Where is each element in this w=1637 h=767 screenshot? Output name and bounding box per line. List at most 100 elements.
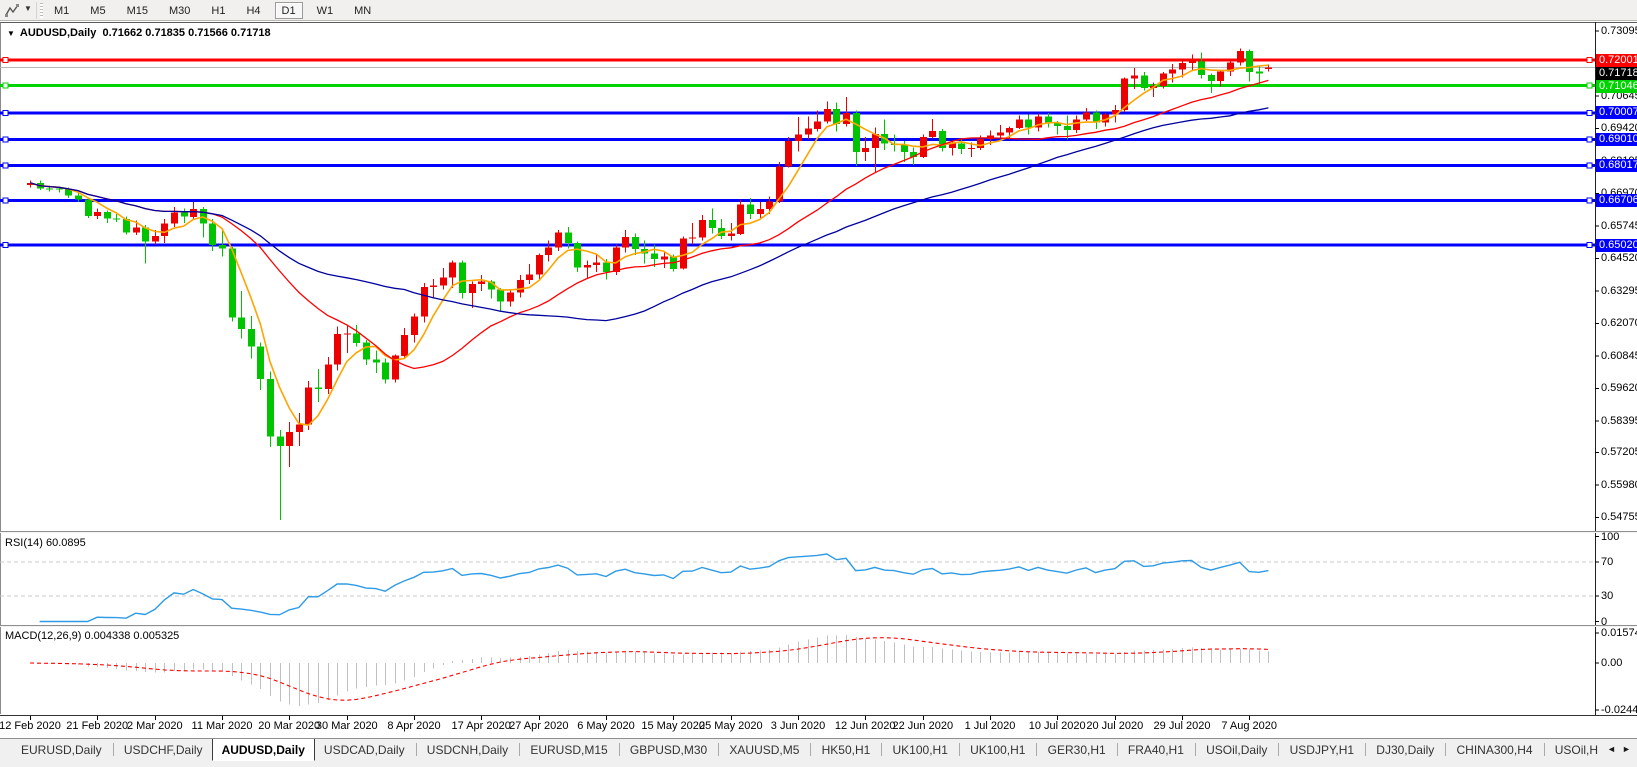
rsi-tick-label: 30 [1601,590,1614,602]
price-tick-label: 0.69420 [1601,122,1637,135]
price-line-badge-0.71046: 0.71046 [1596,79,1637,93]
chart-tab-usdcad-daily[interactable]: USDCAD,Daily [323,743,405,757]
date-tick-label: 27 Apr 2020 [509,720,569,732]
rsi-value: 60.0895 [45,537,86,549]
date-tick-label: 2 Mar 2020 [126,720,183,732]
price-tick-label: 0.57205 [1601,446,1637,459]
price-line-badge-0.65020: 0.65020 [1596,238,1637,252]
timeframe-button-w1[interactable]: W1 [316,4,334,17]
rsi-indicator-label: RSI(14) 60.0895 [5,537,86,549]
price-line-badge-0.66706: 0.66706 [1596,193,1637,207]
chart-ohlc: 0.71662 0.71835 0.71566 0.71718 [102,27,271,39]
date-axis[interactable] [0,715,1637,737]
symbol-tab-bar: EURUSD,Daily USDCHF,Daily AUDUSD,Daily USDC… [0,738,1637,767]
date-tick-label: 25 May 2020 [698,720,763,732]
macd-tick-label: 0.00 [1601,657,1623,669]
price-line-badge-0.70007: 0.70007 [1596,106,1637,120]
date-tick-label: 15 May 2020 [641,720,705,732]
date-tick-label: 20 Jul 2020 [1086,720,1144,732]
chart-tab-usdjpy-h1[interactable]: USDJPY,H1 [1289,743,1355,757]
timeframe-button-m1[interactable]: M1 [54,4,70,17]
macd-name: MACD(12,26,9) [5,630,82,642]
axis-border [1595,22,1596,715]
tab-scroll-left-icon[interactable]: ◄ [1607,744,1616,754]
macd-panel[interactable] [0,627,1637,714]
chart-tool-icon[interactable] [3,2,21,19]
main-chart-panel[interactable] [0,22,1637,531]
timeframe-button-mn[interactable]: MN [354,4,372,17]
chart-tab-eurusd-m15[interactable]: EURUSD,M15 [530,743,608,757]
timeframe-button-h4[interactable]: H4 [246,4,261,17]
timeframe-button-m15[interactable]: M15 [126,4,148,17]
chart-tab-usoil-daily[interactable]: USOil,Daily [1206,743,1268,757]
timeframe-button-m5[interactable]: M5 [90,4,106,17]
price-line-badge-0.68017: 0.68017 [1596,159,1637,173]
price-tick-label: 0.55980 [1601,478,1637,491]
date-tick-label: 21 Feb 2020 [66,720,129,732]
panel-splitter[interactable] [0,625,1637,627]
macd-indicator-label: MACD(12,26,9) 0.004338 0.005325 [5,630,179,642]
chart-tab-gbpusd-m30[interactable]: GBPUSD,M30 [629,743,708,757]
toolbar-dropdown-caret-icon[interactable]: ▼ [24,4,32,13]
chart-tab-eurusd-daily[interactable]: EURUSD,Daily [21,743,102,757]
chart-tab-uk100-h1[interactable]: UK100,H1 [892,743,948,757]
chart-dropdown-icon[interactable]: ▼ [7,29,15,38]
price-line-badge-0.72001: 0.72001 [1596,53,1637,67]
panel-splitter[interactable] [0,531,1637,533]
price-tick-label: 0.70645 [1601,89,1637,102]
chart-title: AUDUSD,Daily [19,27,97,39]
price-tick-label: 0.60845 [1601,349,1637,362]
macd-tick-label: 0.015741 [1601,626,1637,639]
chart-tab-china300-h4[interactable]: CHINA300,H4 [1456,743,1533,757]
date-tick-label: 1 Jul 2020 [964,720,1016,732]
date-tick-label: 3 Jun 2020 [770,720,826,732]
rsi-name: RSI(14) [5,537,43,549]
toolbar-separator [36,2,37,19]
chart-tab-usoil-h[interactable]: USOil,H [1554,743,1599,757]
timeframe-buttons: M1 M5 M15 M30 H1 H4 D1 W1 MN [47,1,385,20]
price-tick-label: 0.73095 [1601,25,1637,37]
date-tick-label: 11 Mar 2020 [191,720,253,732]
rsi-tick-label: 70 [1601,556,1614,568]
current-price-badge: 0.71718 [1596,66,1637,80]
date-tick-label: 7 Aug 2020 [1221,720,1278,732]
symbol-tabs: EURUSD,Daily USDCHF,Daily AUDUSD,Daily USDC… [12,739,1607,761]
price-tick-label: 0.54755 [1601,511,1637,524]
chart-tab-uk100-h1[interactable]: UK100,H1 [970,743,1026,757]
chart-header: ▼ AUDUSD,Daily 0.71662 0.71835 0.71566 0.… [7,27,271,39]
timeframes-toolbar: ▼ M1 M5 M15 M30 H1 H4 D1 W1 MN [0,0,1637,21]
date-tick-label: 12 Feb 2020 [0,720,61,732]
macd-tick-label: -0.02441 [1601,703,1637,716]
chart-tab-ger30-h1[interactable]: GER30,H1 [1047,743,1106,757]
date-tick-label: 6 May 2020 [577,720,635,732]
date-tick-label: 20 Mar 2020 [258,720,321,732]
price-line-badge-0.69010: 0.69010 [1596,132,1637,146]
date-tick-label: 17 Apr 2020 [451,720,511,732]
price-tick-label: 0.64520 [1601,252,1637,265]
rsi-panel[interactable] [0,533,1637,625]
timeframe-button-m30[interactable]: M30 [168,4,191,17]
toolbar-grip[interactable] [40,3,43,18]
price-tick-label: 0.58395 [1601,414,1637,427]
price-tick-label: 0.62070 [1601,317,1637,330]
date-tick-label: 10 Jul 2020 [1028,720,1086,732]
timeframe-button-d1[interactable]: D1 [274,2,303,19]
chart-tab-hk50-h1[interactable]: HK50,H1 [821,743,871,757]
rsi-tick-label: 100 [1601,530,1620,543]
date-tick-label: 22 Jun 2020 [892,720,954,732]
timeframe-button-h1[interactable]: H1 [211,4,226,17]
tab-scroll-right-icon[interactable]: ► [1622,744,1631,754]
price-tick-label: 0.63295 [1601,284,1637,297]
chart-tab-dj30-daily[interactable]: DJ30,Daily [1376,743,1435,757]
price-tick-label: 0.65745 [1601,219,1637,232]
rsi-tick-label: 0 [1601,615,1608,628]
chart-tab-xauusd-m5[interactable]: XAUUSD,M5 [729,743,800,757]
price-tick-label: 0.59620 [1601,382,1637,395]
date-tick-label: 29 Jul 2020 [1153,720,1211,732]
chart-tab-usdcnh-daily[interactable]: USDCNH,Daily [426,743,509,757]
chart-tab-usdchf-daily[interactable]: USDCHF,Daily [123,743,203,757]
chart-tab-audusd-daily[interactable]: AUDUSD,Daily [211,739,315,761]
chart-tab-fra40-h1[interactable]: FRA40,H1 [1127,743,1184,757]
date-tick-label: 8 Apr 2020 [387,720,441,732]
